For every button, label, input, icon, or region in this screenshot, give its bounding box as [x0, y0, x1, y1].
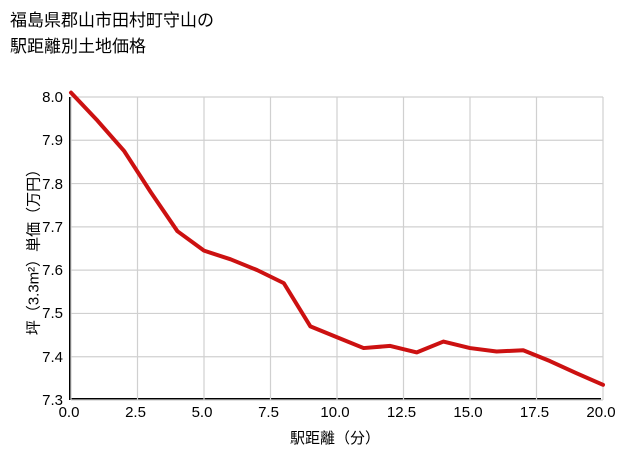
x-axis-tick-labels: 0.0 2.5 5.0 7.5 10.0 12.5 15.0 17.5 20.0 — [59, 404, 616, 425]
gridlines — [70, 96, 604, 401]
x-tick-label: 15.0 — [453, 404, 483, 421]
x-tick-label: 7.5 — [258, 404, 279, 421]
x-tick-label: 17.5 — [519, 404, 550, 421]
price-line-series — [69, 90, 605, 387]
y-tick-label: 7.4 — [42, 348, 63, 366]
y-tick-label: 7.6 — [42, 262, 63, 280]
plot-area — [69, 90, 605, 401]
y-tick-label: 7.8 — [42, 175, 63, 193]
y-tick-label: 8.0 — [42, 89, 63, 106]
data-line-layer — [69, 90, 605, 387]
x-tick-label: 10.0 — [320, 404, 350, 421]
y-tick-label: 7.3 — [42, 392, 63, 409]
x-axis-title: 駅距離（分） — [289, 430, 380, 447]
x-tick-label: 2.5 — [125, 404, 146, 421]
x-tick-label: 12.5 — [386, 404, 417, 421]
y-axis-title: 坪（3.3m²）単価（万円） — [25, 161, 43, 336]
x-tick-label: 20.0 — [586, 404, 616, 421]
y-tick-label: 7.5 — [42, 305, 63, 323]
page-title: 福島県郡山市田村町守山の 駅距離別土地価格 — [10, 11, 214, 56]
x-tick-label: 0.0 — [58, 404, 80, 421]
x-tick-label: 5.0 — [191, 404, 213, 421]
y-tick-label: 7.9 — [42, 132, 63, 150]
y-tick-label: 7.7 — [42, 218, 63, 236]
y-axis-tick-labels: 7.3 7.4 7.5 7.6 7.7 7.8 7.9 8.0 — [0, 90, 63, 408]
